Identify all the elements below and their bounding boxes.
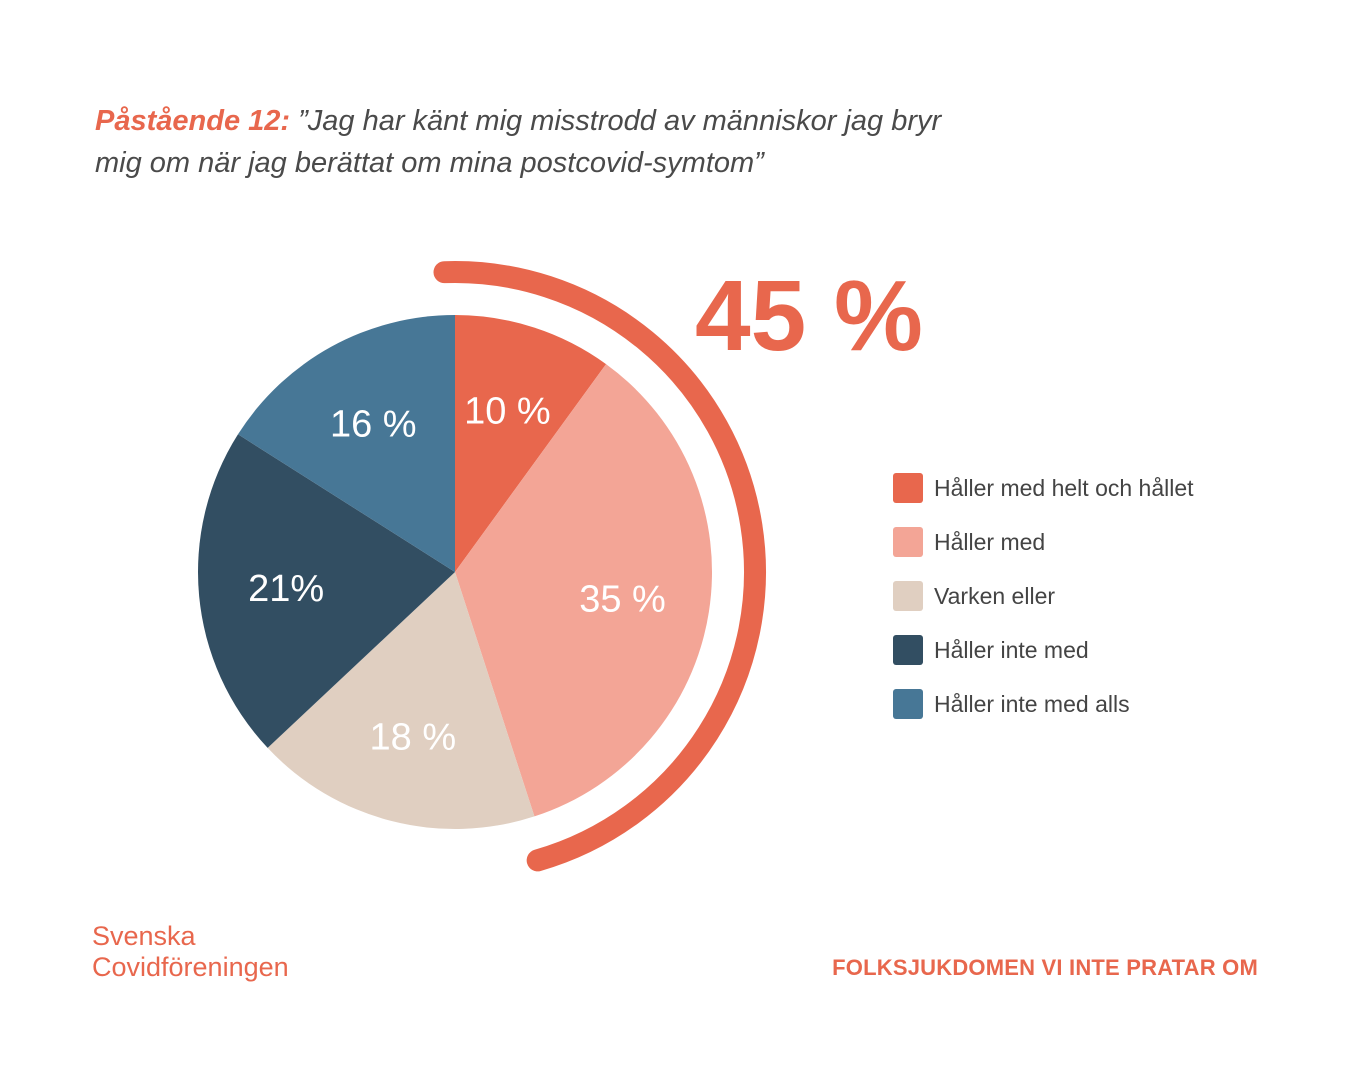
legend-label: Varken eller	[934, 582, 1056, 609]
pie-slice-2	[455, 364, 712, 817]
legend-item-4: Håller inte med	[893, 623, 1194, 677]
slice-label-4: 21%	[248, 568, 324, 610]
legend: Håller med helt och hållet Håller med Vark…	[893, 461, 1194, 731]
chart-title: Påstående 12: ”Jag har känt mig misstrod…	[95, 100, 995, 184]
brand-line-2: Covidföreningen	[92, 952, 289, 982]
legend-swatch	[893, 527, 923, 557]
legend-item-5: Håller inte med alls	[893, 677, 1194, 731]
legend-swatch	[893, 635, 923, 665]
legend-item-1: Håller med helt och hållet	[893, 461, 1194, 515]
brand-logo: Svenska Covidföreningen	[92, 921, 289, 983]
legend-label: Håller inte med	[934, 636, 1089, 663]
title-text: ”Jag har känt mig misstrodd av människor…	[95, 105, 942, 179]
pie-slice-4	[198, 434, 455, 748]
legend-swatch	[893, 581, 923, 611]
legend-label: Håller med	[934, 528, 1046, 555]
pie-slices	[198, 315, 712, 829]
slice-label-2: 35 %	[579, 579, 666, 621]
legend-swatch	[893, 689, 923, 719]
pie-slice-3	[267, 572, 535, 829]
brand-line-1: Svenska	[92, 921, 196, 951]
highlight-percentage: 45 %	[695, 260, 923, 372]
legend-label: Håller med helt och hållet	[934, 474, 1194, 501]
pie-slice-1	[455, 315, 607, 572]
legend-item-2: Håller med	[893, 515, 1194, 569]
highlight-arc	[433, 261, 766, 872]
footer-tagline: FOLKSJUKDOMEN VI INTE PRATAR OM	[832, 955, 1258, 980]
legend-swatch	[893, 473, 923, 503]
title-prefix: Påstående 12:	[95, 105, 291, 137]
pie-slice-5	[238, 315, 455, 572]
slice-label-5: 16 %	[330, 403, 417, 445]
legend-item-3: Varken eller	[893, 569, 1194, 623]
slice-label-1: 10 %	[464, 391, 551, 433]
slice-label-3: 18 %	[370, 716, 457, 758]
legend-label: Håller inte med alls	[934, 690, 1130, 717]
slice-labels: 10 % 35 % 18 % 21% 16 %	[248, 391, 666, 759]
